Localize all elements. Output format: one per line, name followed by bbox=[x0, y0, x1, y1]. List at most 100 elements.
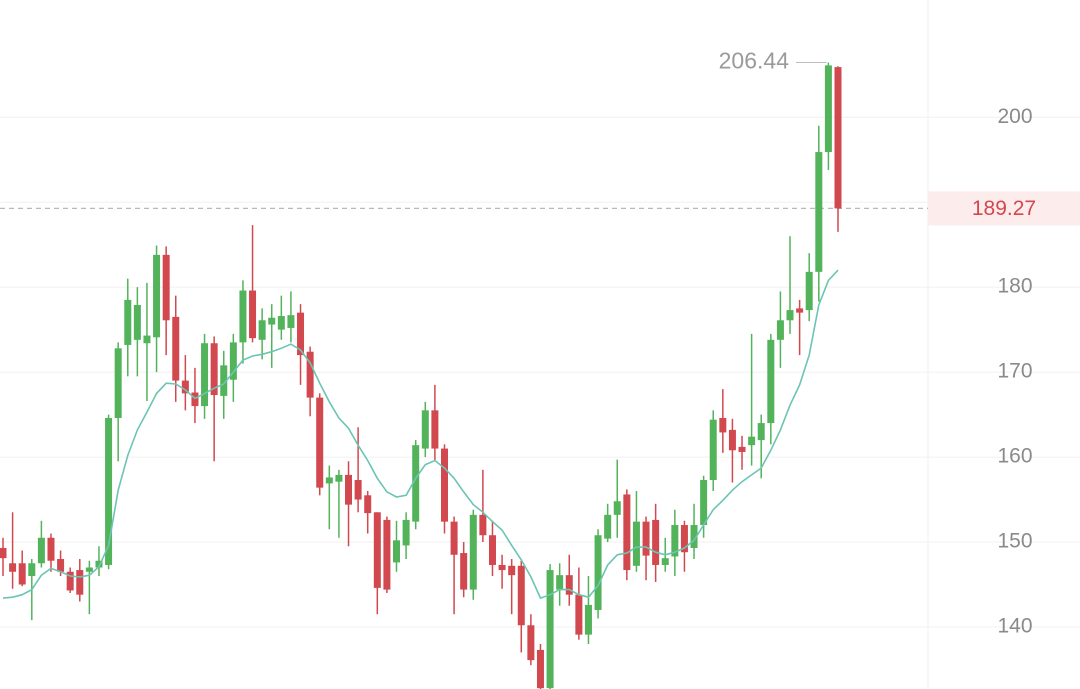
last-price-box bbox=[928, 191, 1080, 226]
candle-body bbox=[124, 299, 132, 345]
max-price-label: 206.44 bbox=[719, 48, 790, 74]
last-price-label: 189.27 bbox=[972, 197, 1036, 220]
candle-body bbox=[748, 436, 756, 446]
candle-body bbox=[671, 525, 679, 557]
candle-body bbox=[546, 570, 554, 689]
candle-body bbox=[709, 419, 717, 481]
candle-body bbox=[354, 480, 362, 500]
candle-body bbox=[796, 308, 804, 313]
candle-body bbox=[556, 575, 564, 590]
candle-body bbox=[488, 535, 496, 565]
y-tick-label: 200 bbox=[997, 105, 1032, 128]
candle-body bbox=[249, 290, 257, 339]
candle-body bbox=[306, 351, 314, 398]
candle-body bbox=[824, 65, 832, 153]
candle-body bbox=[642, 521, 650, 556]
candle-body bbox=[76, 570, 84, 595]
candle-body bbox=[133, 304, 141, 340]
candle-body bbox=[536, 649, 544, 689]
candle-body bbox=[815, 152, 823, 272]
candle-body bbox=[680, 525, 688, 553]
candle-body bbox=[162, 254, 170, 321]
candle-body bbox=[431, 410, 439, 449]
candle-body bbox=[143, 335, 151, 344]
candle-body bbox=[412, 445, 420, 522]
y-tick-label: 160 bbox=[997, 445, 1032, 468]
candle-body bbox=[345, 474, 353, 505]
candle-body bbox=[229, 342, 237, 380]
candle-body bbox=[220, 365, 228, 396]
candle-body bbox=[239, 290, 247, 343]
axis-panel bbox=[928, 0, 1080, 689]
candle-body bbox=[28, 563, 36, 577]
candle-body bbox=[527, 625, 535, 661]
candle-body bbox=[661, 558, 669, 565]
candle-body bbox=[440, 448, 448, 522]
candle-body bbox=[258, 320, 266, 340]
candle-body bbox=[114, 348, 122, 418]
candle-body bbox=[738, 446, 746, 452]
candle-body bbox=[316, 397, 324, 488]
candle-body bbox=[728, 429, 736, 451]
candle-body bbox=[402, 519, 410, 546]
candle-body bbox=[277, 316, 285, 330]
candle-body bbox=[594, 535, 602, 610]
candle-body bbox=[805, 271, 813, 311]
candle-body bbox=[201, 343, 209, 407]
candle-body bbox=[373, 512, 381, 588]
candle-body bbox=[479, 514, 487, 536]
candle-body bbox=[105, 417, 113, 565]
candle-body bbox=[786, 310, 794, 321]
candle-body bbox=[153, 254, 161, 338]
candle-body bbox=[469, 514, 477, 590]
candle-body bbox=[210, 343, 218, 396]
candle-body bbox=[652, 519, 660, 565]
candle-body bbox=[498, 564, 506, 571]
candle-body bbox=[700, 480, 708, 526]
candle-body bbox=[834, 67, 842, 209]
candle-body bbox=[776, 320, 784, 340]
candle-body bbox=[623, 494, 631, 571]
candle-body bbox=[37, 537, 45, 564]
candle-body bbox=[95, 560, 103, 568]
moving-average-line bbox=[2, 269, 839, 600]
candle-body bbox=[383, 519, 391, 590]
candle-body bbox=[575, 594, 583, 635]
candle-body bbox=[719, 417, 727, 433]
candle-body bbox=[85, 567, 93, 572]
candle-body bbox=[757, 423, 765, 441]
candle-body bbox=[325, 477, 333, 484]
y-tick-label: 170 bbox=[997, 360, 1032, 383]
candle-body bbox=[508, 565, 516, 576]
candle-body bbox=[18, 563, 26, 585]
y-tick-label: 180 bbox=[997, 275, 1032, 298]
candle-body bbox=[297, 312, 305, 356]
candle-body bbox=[47, 537, 55, 561]
candle-body bbox=[421, 410, 429, 449]
candle-body bbox=[565, 575, 573, 595]
candle-body bbox=[690, 525, 698, 548]
candle-body bbox=[66, 571, 74, 591]
candle-body bbox=[767, 339, 775, 424]
y-tick-label: 150 bbox=[997, 530, 1032, 553]
candle-body bbox=[364, 495, 372, 514]
candle-body bbox=[460, 553, 468, 590]
candle-body bbox=[287, 315, 295, 328]
candle-body bbox=[604, 514, 612, 539]
candle-body bbox=[335, 474, 343, 482]
candle-body bbox=[57, 559, 65, 572]
candle-body bbox=[632, 521, 640, 566]
candle-body bbox=[0, 547, 7, 559]
candle-body bbox=[9, 563, 17, 572]
candle-body bbox=[613, 501, 621, 515]
candle-body bbox=[517, 565, 525, 626]
candle-body bbox=[450, 521, 458, 555]
candle-body bbox=[584, 604, 592, 635]
candle-body bbox=[181, 380, 189, 394]
candle-body bbox=[393, 540, 401, 563]
y-tick-label: 140 bbox=[997, 615, 1032, 638]
candle-body bbox=[172, 316, 180, 381]
candle-body bbox=[268, 317, 276, 325]
